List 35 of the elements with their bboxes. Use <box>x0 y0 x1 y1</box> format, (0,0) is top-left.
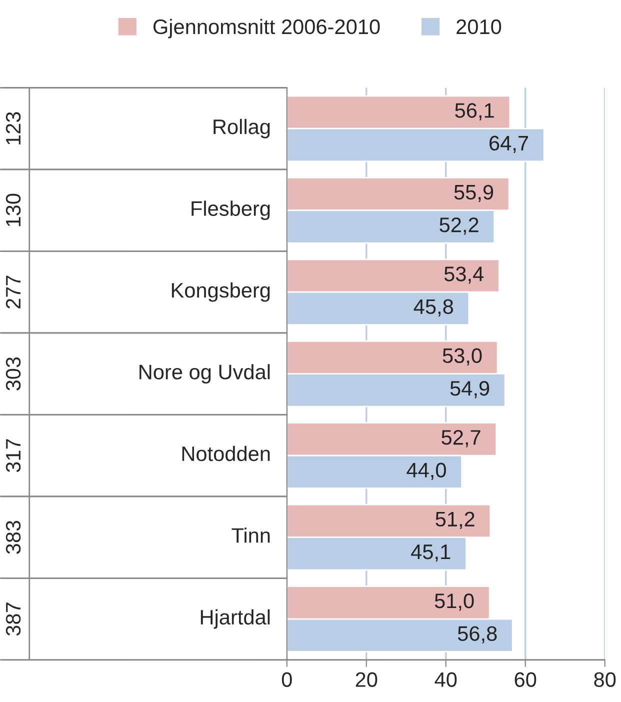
text: 45,8 <box>414 299 454 316</box>
x-tick-label: 40 <box>434 672 457 687</box>
y-tick-label: Nore og Uvdal <box>140 364 270 384</box>
text: 53,0 <box>442 348 482 366</box>
x-tick-label: 60 <box>514 672 536 687</box>
text: 383 <box>6 520 21 554</box>
text: 54,9 <box>450 381 490 398</box>
text: 52,2 <box>440 218 478 235</box>
y-tick-label: Rollag <box>214 118 270 138</box>
text: 64,7 <box>490 136 528 154</box>
y-tick-label: Kongsberg <box>172 282 270 302</box>
text: 130 <box>6 194 21 226</box>
y-tick-label: Hjartdal <box>200 609 270 629</box>
text: 56,1 <box>455 103 494 120</box>
y-tick-label: Flesberg <box>192 200 270 220</box>
text: 51,2 <box>436 512 474 529</box>
text: 303 <box>6 357 21 390</box>
text: 277 <box>6 276 20 308</box>
text: 44,0 <box>406 462 446 480</box>
text: 52,7 <box>442 430 480 448</box>
text: 51,0 <box>434 594 474 611</box>
text: 317 <box>6 439 21 472</box>
x-tick-label: 20 <box>356 672 378 687</box>
y-tick-label: Notodden <box>182 446 270 462</box>
text: 45,1 <box>411 544 450 562</box>
x-tick-label: 0 <box>282 672 292 687</box>
legend-label: Gjennomsnitt 2006-2010 <box>153 18 380 38</box>
x-tick-label: 80 <box>594 672 616 687</box>
text: 53,4 <box>444 266 484 284</box>
text: 387 <box>6 602 21 636</box>
text: 56,8 <box>458 626 497 644</box>
text: 55,9 <box>454 184 494 202</box>
legend-label: 2010 <box>456 19 502 34</box>
y-tick-label: Tinn <box>232 528 270 543</box>
text: 123 <box>6 112 21 144</box>
